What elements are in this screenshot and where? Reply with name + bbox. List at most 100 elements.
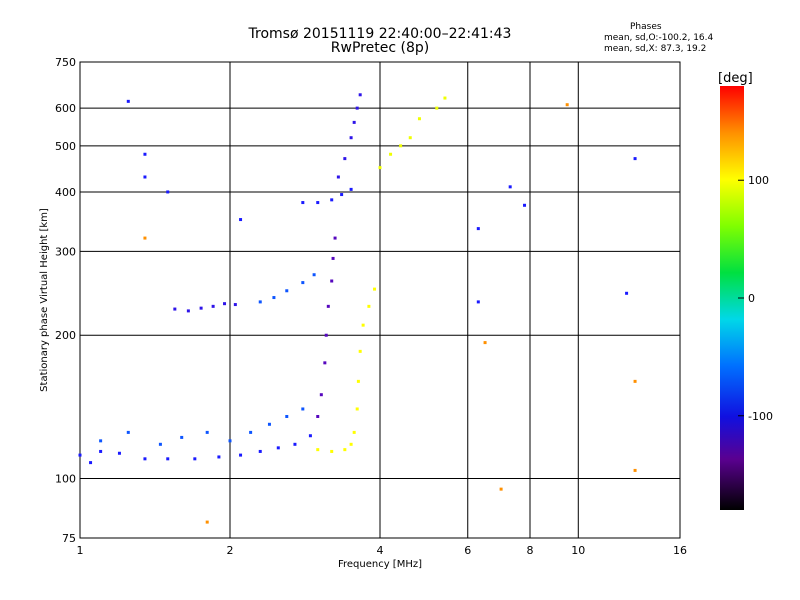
data-point — [443, 96, 447, 100]
data-point — [330, 198, 334, 202]
data-point — [143, 457, 147, 461]
data-point — [633, 157, 637, 161]
x-axis-label: Frequency [MHz] — [338, 559, 422, 570]
colorbar-tick-label: 0 — [748, 292, 755, 305]
data-point — [408, 136, 412, 140]
data-point — [180, 435, 184, 439]
y-tick-label: 750 — [55, 56, 76, 69]
data-point — [301, 407, 305, 411]
data-point — [126, 99, 130, 103]
data-point — [352, 430, 356, 434]
data-point — [312, 273, 316, 277]
data-point — [476, 227, 480, 231]
data-point — [633, 468, 637, 472]
data-point — [499, 487, 503, 491]
y-tick-label: 75 — [62, 532, 76, 545]
data-point — [399, 144, 403, 148]
data-point — [199, 306, 203, 310]
data-point — [99, 439, 103, 443]
y-tick-label: 100 — [55, 473, 76, 486]
data-point — [211, 304, 215, 308]
data-point — [349, 136, 353, 140]
data-point — [340, 193, 344, 197]
chart-title: Tromsø 20151119 22:40:00–22:41:43 — [248, 26, 512, 42]
x-tick-label: 2 — [227, 544, 234, 557]
data-point — [326, 304, 330, 308]
data-point — [143, 236, 147, 240]
data-point — [625, 291, 629, 295]
grid-lines — [80, 62, 680, 538]
data-point — [166, 457, 170, 461]
data-point — [239, 453, 243, 457]
colorbar-ticks: 100 0 -100 — [738, 174, 773, 423]
data-point — [99, 449, 103, 453]
colorbar-label: [deg] — [718, 71, 753, 86]
data-point — [349, 187, 353, 191]
data-point — [324, 333, 328, 337]
data-point — [193, 457, 197, 461]
x-ticks: 1 2 4 6 8 10 16 — [77, 544, 688, 557]
data-point — [293, 442, 297, 446]
data-point — [117, 451, 121, 455]
data-point — [323, 361, 327, 365]
data-point — [205, 520, 209, 524]
y-axis-label: Stationary phase Virtual Height [km] — [39, 208, 50, 392]
x-tick-label: 4 — [377, 544, 384, 557]
colorbar-tick-label: -100 — [748, 410, 773, 423]
data-point — [205, 430, 209, 434]
data-point — [483, 341, 487, 345]
data-point — [358, 93, 362, 97]
data-point — [523, 203, 527, 207]
data-point — [249, 430, 253, 434]
data-point — [355, 407, 359, 411]
data-point — [126, 430, 130, 434]
data-point — [343, 448, 347, 452]
data-point — [267, 422, 271, 426]
data-point — [330, 449, 334, 453]
data-point — [358, 349, 362, 353]
stats-o-mode: mean, sd,O:-100.2, 16.4 — [604, 33, 714, 43]
data-point — [319, 393, 323, 397]
x-tick-label: 1 — [77, 544, 84, 557]
y-ticks: 75 100 200 300 400 500 600 750 — [55, 56, 76, 545]
data-point — [356, 379, 360, 383]
data-point — [316, 201, 320, 205]
data-point — [378, 166, 382, 170]
data-point — [233, 303, 237, 307]
data-point — [316, 414, 320, 418]
chart-subtitle: RwPretec (8p) — [330, 40, 430, 56]
data-point — [373, 287, 377, 291]
data-point — [355, 106, 359, 110]
data-point — [352, 120, 356, 124]
data-point — [173, 307, 177, 311]
data-point — [285, 414, 289, 418]
data-point — [228, 439, 232, 443]
data-point — [308, 434, 312, 438]
data-point — [330, 279, 334, 283]
data-point — [143, 152, 147, 156]
data-point — [272, 296, 276, 300]
colorbar-tick-label: 100 — [748, 174, 769, 187]
data-point — [367, 304, 371, 308]
data-point — [143, 175, 147, 179]
data-point — [78, 453, 82, 457]
data-point — [217, 455, 221, 459]
x-tick-label: 6 — [464, 544, 471, 557]
data-point — [186, 309, 190, 313]
data-point — [331, 256, 335, 260]
data-point — [301, 281, 305, 285]
data-point — [285, 289, 289, 293]
data-point — [336, 175, 340, 179]
stats-x-mode: mean, sd,X: 87.3, 19.2 — [604, 44, 707, 54]
data-point — [89, 461, 93, 465]
data-point — [316, 448, 320, 452]
data-point — [389, 152, 393, 156]
y-tick-label: 400 — [55, 186, 76, 199]
data-point — [435, 106, 439, 110]
data-point — [166, 190, 170, 194]
data-point — [343, 157, 347, 161]
data-point — [158, 442, 162, 446]
data-point — [476, 300, 480, 304]
y-tick-label: 300 — [55, 245, 76, 258]
